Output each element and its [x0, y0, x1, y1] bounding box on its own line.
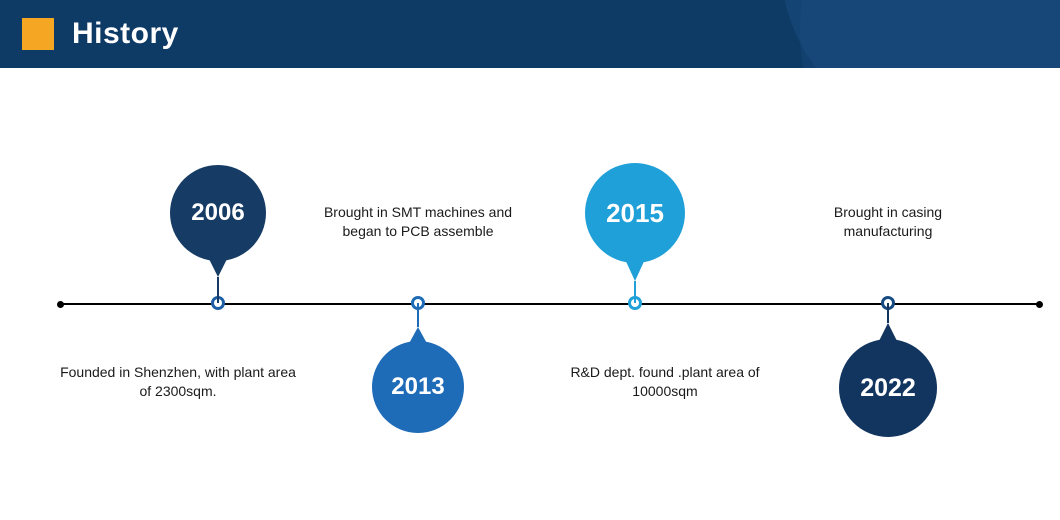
timeline-connector — [887, 303, 889, 323]
timeline-balloon: 2022 — [839, 339, 937, 437]
event-description: Founded in Shenzhen, with plant area of … — [58, 363, 298, 401]
year-label: 2013 — [391, 373, 444, 401]
balloon-tail — [206, 253, 230, 277]
timeline-stage: 2006 Founded in Shenzhen, with plant area… — [0, 68, 1060, 520]
year-circle: 2013 — [372, 341, 464, 433]
header-decoration-arc — [780, 0, 1060, 68]
year-label: 2015 — [606, 198, 664, 229]
axis-end-dot — [1036, 301, 1043, 308]
timeline-connector — [217, 277, 219, 303]
year-label: 2022 — [860, 374, 916, 403]
header-decoration-arc — [800, 0, 1060, 68]
year-circle: 2006 — [170, 165, 266, 261]
page-title: History — [72, 17, 179, 51]
timeline-connector — [634, 281, 636, 303]
balloon-tail — [876, 323, 900, 347]
event-description: Brought in SMT machines and began to PCB… — [308, 203, 528, 241]
header: History — [0, 0, 1060, 68]
event-description: R&D dept. found .plant area of 10000sqm — [555, 363, 775, 401]
year-circle: 2022 — [839, 339, 937, 437]
axis-start-dot — [57, 301, 64, 308]
balloon-tail — [406, 327, 430, 349]
timeline-balloon: 2015 — [585, 163, 685, 263]
event-description: Brought in casing manufacturing — [798, 203, 978, 241]
header-accent-square — [22, 18, 54, 50]
timeline-connector — [417, 303, 419, 327]
timeline-balloon: 2013 — [372, 341, 464, 433]
year-circle: 2015 — [585, 163, 685, 263]
balloon-tail — [623, 255, 647, 281]
year-label: 2006 — [191, 199, 244, 227]
timeline-balloon: 2006 — [170, 165, 266, 261]
